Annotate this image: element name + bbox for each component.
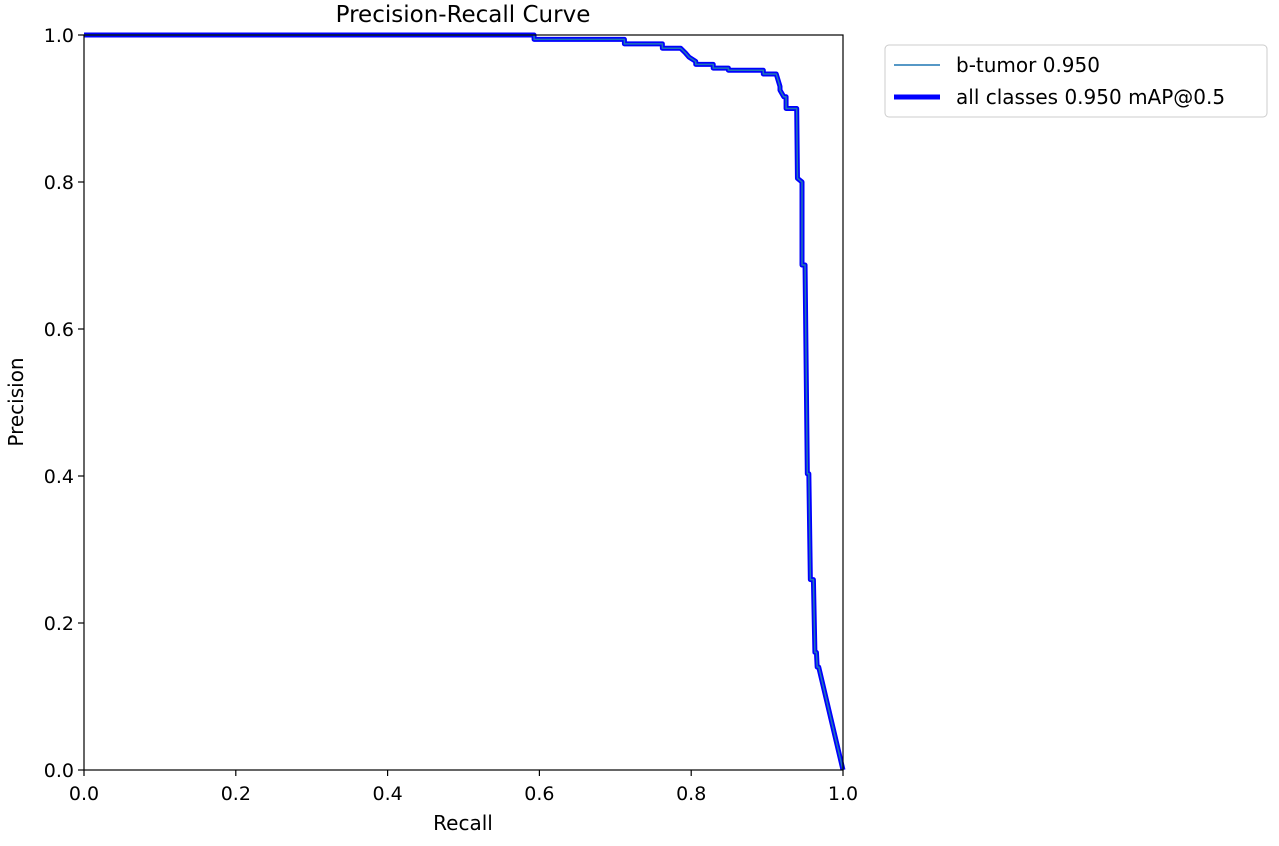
x-tick-label: 0.4 bbox=[372, 783, 402, 805]
legend-box bbox=[884, 44, 1268, 118]
x-tick-label: 1.0 bbox=[828, 783, 858, 805]
y-tick-label: 1.0 bbox=[44, 25, 74, 47]
y-axis-label: Precision bbox=[4, 357, 28, 446]
y-tick-label: 0.6 bbox=[44, 319, 74, 341]
y-axis-ticks: 0.0 0.2 0.4 0.6 0.8 1.0 bbox=[44, 25, 84, 782]
chart-title: Precision-Recall Curve bbox=[336, 2, 591, 28]
legend-label-b-tumor: b-tumor 0.950 bbox=[956, 53, 1100, 77]
x-tick-label: 0.8 bbox=[676, 783, 706, 805]
y-tick-label: 0.4 bbox=[44, 466, 74, 488]
y-tick-label: 0.2 bbox=[44, 613, 74, 635]
series-layer bbox=[84, 32, 846, 771]
legend-label-all-classes: all classes 0.950 mAP@0.5 bbox=[956, 85, 1225, 109]
legend: b-tumor 0.950 all classes 0.950 mAP@0.5 bbox=[884, 44, 1268, 118]
y-tick-label: 0.8 bbox=[44, 172, 74, 194]
y-tick-label: 0.0 bbox=[44, 760, 74, 782]
x-tick-label: 0.0 bbox=[69, 783, 99, 805]
series-line-b-tumor bbox=[84, 34, 844, 771]
plot-frame bbox=[83, 34, 844, 771]
x-axis-label: Recall bbox=[433, 811, 493, 835]
x-axis-ticks: 0.0 0.2 0.4 0.6 0.8 1.0 bbox=[69, 770, 858, 805]
plot-area bbox=[84, 35, 843, 770]
x-tick-label: 0.2 bbox=[221, 783, 251, 805]
x-tick-label: 0.6 bbox=[524, 783, 554, 805]
